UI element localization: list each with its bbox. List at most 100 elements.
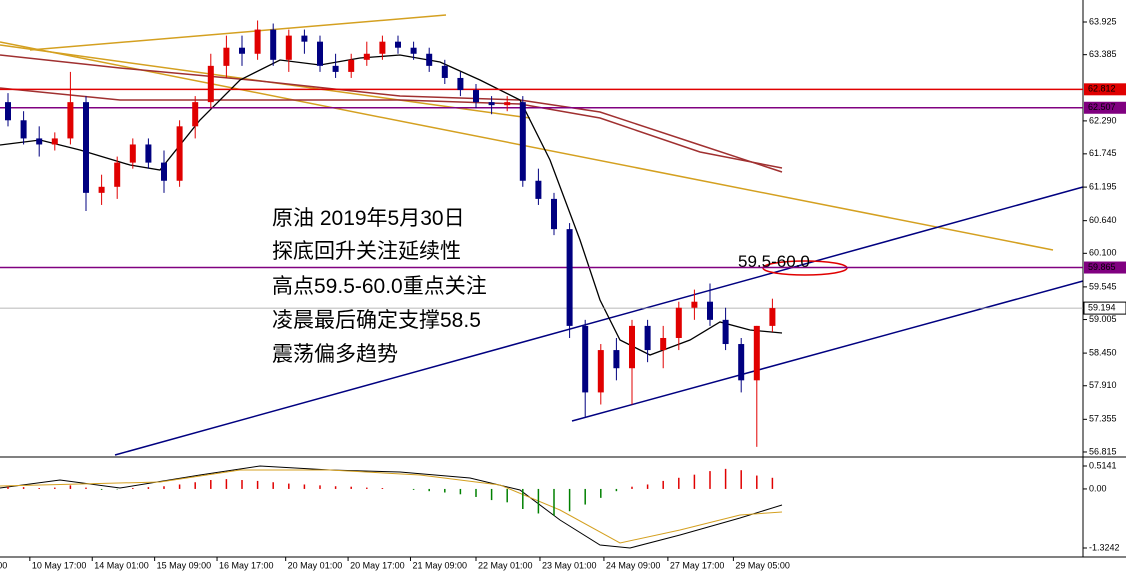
x-tick-label: 9:00 — [0, 560, 7, 570]
candle-body — [379, 41, 386, 54]
x-tick-label: 10 May 17:00 — [32, 560, 87, 570]
candle-body — [691, 301, 698, 308]
trend-line — [29, 14, 447, 51]
candle-body — [161, 162, 167, 181]
x-tick-label: 24 May 09:00 — [606, 560, 661, 570]
y-tick-label: 60.100 — [1089, 248, 1117, 258]
x-tick-label: 20 May 17:00 — [350, 560, 405, 570]
candle-body — [254, 29, 261, 54]
y-tick-label: 62.290 — [1089, 115, 1117, 125]
annotation: 探底回升关注延续性 — [272, 240, 461, 263]
candle-body — [473, 90, 479, 103]
candle-body — [51, 138, 58, 145]
y-tick-label: 59.545 — [1089, 281, 1117, 291]
y-tick-label: 59.005 — [1089, 314, 1117, 324]
y-tick-label: 61.745 — [1089, 148, 1117, 158]
layout-lines — [0, 0, 1126, 558]
y-tick-label: 0.5141 — [1089, 460, 1117, 470]
annotation: 原油 2019年5月30日 — [272, 207, 465, 230]
candle-body — [519, 102, 526, 181]
candle-body — [488, 102, 495, 106]
candle-body — [5, 102, 11, 121]
candle-body — [332, 65, 339, 72]
annotation: 震荡偏多趋势 — [272, 343, 398, 366]
candle-body — [457, 77, 464, 91]
annotation: 高点59.5-60.0重点关注 — [272, 275, 487, 298]
price-tag — [1084, 261, 1126, 274]
candle-body — [192, 102, 199, 127]
x-tick-label: 20 May 01:00 — [288, 560, 343, 570]
candle-body — [145, 144, 152, 163]
x-tick-label: 29 May 05:00 — [735, 560, 790, 570]
candle-body — [551, 198, 557, 230]
candle-body — [629, 325, 635, 369]
moving-average — [0, 87, 783, 169]
candle-body — [566, 229, 573, 326]
candle-body — [317, 41, 323, 66]
candle-body — [285, 35, 292, 60]
x-tick-label: 23 May 01:00 — [542, 560, 597, 570]
candle-body — [738, 344, 745, 381]
candle-body — [597, 350, 604, 393]
x-tick-label: 16 May 17:00 — [219, 560, 274, 570]
y-tick-label: 0.00 — [1089, 483, 1107, 493]
price-tag-label: 59.194 — [1088, 302, 1116, 312]
candle-body — [114, 162, 121, 187]
price-tag — [1083, 301, 1126, 315]
indicator-line — [0, 465, 783, 549]
candle-body — [270, 29, 277, 60]
y-tick-label: 60.640 — [1089, 215, 1117, 225]
candle-body — [707, 301, 713, 320]
candle-body — [582, 325, 589, 393]
candle-body — [176, 126, 183, 181]
price-tag — [1084, 83, 1126, 96]
candle-body — [301, 35, 308, 42]
channel-line — [114, 186, 1084, 456]
candle-body — [83, 102, 89, 193]
x-tick-label: 21 May 09:00 — [412, 560, 467, 570]
y-tick-label: 63.385 — [1089, 49, 1117, 59]
candle-body — [207, 65, 214, 103]
y-tick-label: 56.815 — [1089, 446, 1117, 456]
y-tick-label: 57.355 — [1089, 414, 1117, 424]
candle-body — [348, 59, 355, 72]
candle-body — [363, 53, 370, 60]
y-tick-label: 63.925 — [1089, 16, 1117, 26]
price-tag-label: 62.812 — [1088, 84, 1116, 94]
candle-body — [613, 350, 620, 369]
price-tag-label: 59.865 — [1088, 262, 1116, 272]
candle-body — [223, 47, 230, 66]
channel-line — [571, 280, 1084, 422]
candle-body — [722, 319, 729, 345]
candle-body — [644, 325, 651, 351]
candle-body — [675, 307, 682, 338]
candle-body — [426, 53, 433, 66]
y-tick-label: -1.3242 — [1089, 542, 1120, 552]
price-tag-label: 62.507 — [1088, 102, 1116, 112]
y-tick-label: 57.910 — [1089, 380, 1117, 390]
candle-body — [67, 102, 74, 139]
candle-body — [769, 308, 776, 326]
x-tick-label: 22 May 01:00 — [478, 560, 533, 570]
candle-body — [753, 325, 760, 381]
trend-line — [0, 41, 1054, 251]
candle-body — [535, 180, 542, 199]
candle-body — [20, 120, 27, 139]
candle-body — [410, 47, 417, 54]
candle-body — [441, 65, 448, 78]
range-label: 59.5-60.0 — [738, 252, 810, 271]
candle-body — [36, 138, 43, 145]
x-tick-label: 14 May 01:00 — [94, 560, 149, 570]
annotation: 凌晨最后确定支撑58.5 — [272, 309, 481, 332]
candle-body — [504, 102, 511, 106]
price-tag — [1084, 101, 1126, 114]
candle-body — [660, 337, 667, 351]
indicator-line — [0, 469, 783, 544]
candle-body — [395, 41, 401, 48]
candle-body — [239, 47, 245, 54]
x-tick-label: 27 May 17:00 — [670, 560, 725, 570]
y-tick-label: 61.195 — [1089, 181, 1117, 191]
candle-body — [98, 186, 105, 193]
